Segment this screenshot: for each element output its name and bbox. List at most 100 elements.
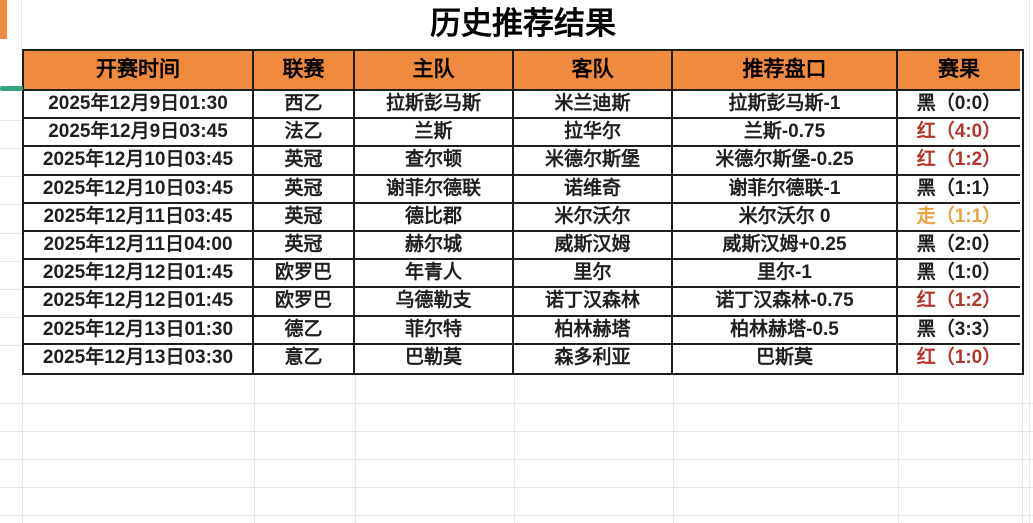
cell-home[interactable]: 查尔顿 [355,147,514,176]
gridline [254,375,255,523]
gridline [1022,375,1023,523]
results-table: 开赛时间 联赛 主队 客队 推荐盘口 赛果 2025年12月9日01:30 西乙 拉斯彭马斯米… [22,49,1024,375]
cell-league[interactable]: 英冠 [254,147,355,176]
cell-home[interactable]: 谢菲尔德联 [355,175,514,204]
cell-time[interactable]: 2025年12月13日01:30 [24,316,254,345]
cell-result[interactable]: 红（1:2） [898,147,1020,176]
table-header-row: 开赛时间 联赛 主队 客队 推荐盘口 赛果 [24,51,1022,91]
gridline [0,317,22,319]
gridline [0,345,22,347]
cell-handicap[interactable]: 威斯汉姆+0.25 [673,231,898,261]
gridline [514,375,515,523]
cell-time[interactable]: 2025年12月10日03:45 [24,147,254,176]
cell-time[interactable]: 2025年12月10日03:45 [24,175,254,204]
gridline [0,487,1033,488]
cell-home[interactable]: 拉斯彭马斯 [355,91,514,120]
cell-home[interactable]: 乌德勒支 [355,288,514,317]
cell-result[interactable]: 黑（3:3） [898,317,1020,345]
cell-home[interactable]: 兰斯 [355,119,514,148]
gridline [1029,0,1030,523]
cell-league[interactable]: 德乙 [254,316,355,345]
column-header-league[interactable]: 联赛 [254,51,355,91]
gridline [0,147,22,149]
cell-time[interactable]: 2025年12月11日03:45 [24,203,254,232]
cell-result[interactable]: 黑（1:1） [898,176,1020,204]
cell-away[interactable]: 诺维奇 [514,175,673,204]
cell-time[interactable]: 2025年12月12日01:45 [24,260,254,289]
gridline [0,232,22,234]
table-row: 2025年12月13日01:30 德乙 菲尔特 柏林赫塔 柏林赫塔-0.5 黑（3:3） [24,316,1022,345]
cell-home[interactable]: 年青人 [355,260,514,289]
cell-time[interactable]: 2025年12月9日03:45 [24,119,254,148]
cell-away[interactable]: 米尔沃尔 [514,203,673,232]
cell-league[interactable]: 欧罗巴 [254,288,355,317]
cell-handicap[interactable]: 米尔沃尔 0 [673,203,898,232]
gridline [673,375,674,523]
table-row: 2025年12月12日01:45 欧罗巴 年青人 里尔 里尔-1 黑（1:0） [24,260,1022,289]
gridline [22,375,23,523]
cell-league[interactable]: 欧罗巴 [254,260,355,289]
cell-league[interactable]: 意乙 [254,344,355,373]
cell-result[interactable]: 走（1:1） [898,204,1020,232]
corner-cell-fill [0,0,7,39]
cell-time[interactable]: 2025年12月13日03:30 [24,344,254,373]
gridline [0,431,1033,432]
cell-result[interactable]: 黑（1:0） [898,260,1020,289]
gridline [0,204,22,206]
cell-result[interactable]: 红（1:2） [898,288,1020,317]
cell-time[interactable]: 2025年12月11日04:00 [24,231,254,261]
cell-away[interactable]: 诺丁汉森林 [514,288,673,317]
gridline [21,0,22,49]
cell-handicap[interactable]: 柏林赫塔-0.5 [673,316,898,345]
cell-home[interactable]: 德比郡 [355,203,514,232]
cell-handicap[interactable]: 巴斯莫 [673,344,898,373]
cell-league[interactable]: 英冠 [254,175,355,204]
cell-handicap[interactable]: 拉斯彭马斯-1 [673,91,898,120]
cell-away[interactable]: 威斯汉姆 [514,231,673,261]
cell-result[interactable]: 黑（0:0） [898,91,1020,120]
cell-home[interactable]: 巴勒莫 [355,344,514,373]
cell-handicap[interactable]: 里尔-1 [673,260,898,289]
cell-handicap[interactable]: 诺丁汉森林-0.75 [673,288,898,317]
cell-handicap[interactable]: 米德尔斯堡-0.25 [673,147,898,176]
table-row: 2025年12月11日03:45 英冠 德比郡 米尔沃尔 米尔沃尔 0 走（1:1） [24,203,1022,232]
cell-away[interactable]: 米德尔斯堡 [514,147,673,176]
gridline [0,119,22,121]
column-header-away[interactable]: 客队 [514,51,673,91]
gridline [0,288,22,290]
column-header-home[interactable]: 主队 [355,51,514,91]
cell-away[interactable]: 里尔 [514,260,673,289]
gridline [0,459,1033,460]
table-row: 2025年12月9日03:45 法乙 兰斯 拉华尔 兰斯-0.75 红（4:0） [24,119,1022,148]
gridline [355,375,356,523]
cell-handicap[interactable]: 兰斯-0.75 [673,119,898,148]
cell-home[interactable]: 菲尔特 [355,316,514,345]
gridline [0,403,1033,404]
cell-away[interactable]: 森多利亚 [514,344,673,373]
cell-away[interactable]: 米兰迪斯 [514,91,673,120]
table-row: 2025年12月9日01:30 西乙 拉斯彭马斯 米兰迪斯 拉斯彭马斯-1 黑（0:0） [24,91,1022,120]
cell-result[interactable]: 红（1:0） [916,346,1002,368]
column-header-result[interactable]: 赛果 [898,51,1020,91]
cell-away[interactable]: 柏林赫塔 [514,316,673,345]
cell-league[interactable]: 西乙 [254,91,355,120]
table-body: 2025年12月9日01:30 西乙 拉斯彭马斯 米兰迪斯 拉斯彭马斯-1 黑（0:0） 2… [24,91,1022,373]
cell-handicap[interactable]: 谢菲尔德联-1 [673,175,898,204]
column-header-time[interactable]: 开赛时间 [24,51,254,91]
table-row: 2025年12月12日01:45 欧罗巴 乌德勒支 诺丁汉森林 诺丁汉森林-0.75 红（… [24,288,1022,317]
gridline [0,176,22,178]
cell-result[interactable]: 黑（2:0） [898,232,1020,261]
cell-time[interactable]: 2025年12月12日01:45 [24,288,254,317]
cell-result[interactable]: 红（4:0） [898,119,1020,148]
cell-league[interactable]: 法乙 [254,119,355,148]
cell-away[interactable]: 拉华尔 [514,119,673,148]
row-selection-accent [0,86,23,91]
column-header-handicap[interactable]: 推荐盘口 [673,51,898,91]
cell-time[interactable]: 2025年12月9日01:30 [24,91,254,120]
cell-home[interactable]: 赫尔城 [355,231,514,261]
cell-league[interactable]: 英冠 [254,231,355,261]
table-row: 2025年12月10日03:45 英冠 查尔顿 米德尔斯堡 米德尔斯堡-0.25 红（1:… [24,147,1022,176]
cell-league[interactable]: 英冠 [254,203,355,232]
page-title: 历史推荐结果 [430,6,616,41]
